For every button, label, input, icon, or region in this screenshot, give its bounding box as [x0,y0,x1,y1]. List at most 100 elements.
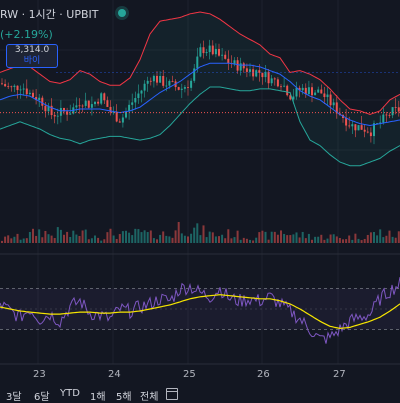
candle-body [94,101,96,105]
volume-bar [289,235,292,243]
volume-bars [1,221,400,243]
candle-body [298,87,301,91]
candle-body [140,90,143,94]
volume-bar [242,237,245,243]
candle-body [149,80,152,82]
candle-body [78,105,81,107]
candle-body [357,125,360,131]
volume-bar [335,236,338,243]
volume-bar [10,238,13,243]
symbol-title[interactable]: RW · 1시간 · UPBIT [0,8,99,21]
volume-bar [196,223,199,243]
candle-body [183,87,186,89]
candle-body [391,107,394,116]
candle-body [171,80,174,82]
volume-bar [345,239,348,243]
buy-button[interactable]: 3,314.0 바이 [6,44,58,68]
volume-bar [320,234,323,243]
candle-body [112,112,115,113]
volume-bar [373,231,375,243]
volume-bar [168,236,171,243]
volume-bar [16,233,19,243]
candle-body [118,121,121,123]
volume-bar [32,228,34,243]
volume-bar [28,231,31,243]
candle-body [4,84,7,87]
timeframe-5y[interactable]: 5해 [116,392,132,403]
volume-bar [261,230,264,243]
candle-body [379,122,382,124]
volume-bar [146,232,149,243]
candle-body [7,86,10,88]
volume-bar [314,236,317,243]
candle-body [196,56,199,69]
candle-body [193,68,196,81]
volume-bar [351,239,354,243]
candle-body [382,114,385,123]
volume-bar [131,235,134,243]
candle-body [369,132,372,137]
volume-bar [152,238,155,243]
volume-bar [379,229,382,243]
candle-body [41,97,44,106]
volume-bar [273,231,276,243]
volume-bar [78,235,81,243]
timeframe-all[interactable]: 전체 [140,392,159,403]
volume-bar [69,236,72,243]
volume-bar [394,237,397,243]
candle-body [84,100,87,106]
candle-body [239,63,242,71]
volume-bar [264,231,267,243]
candle-body [87,100,90,108]
candle-body [276,79,279,87]
volume-bar [230,238,233,243]
calendar-icon[interactable] [166,388,178,400]
candle-body [211,45,214,55]
candle-body [69,113,72,115]
rsi-ma-line [0,294,400,330]
volume-bar [354,233,357,243]
candle-body [100,93,103,104]
candle-body [317,89,320,93]
volume-bar [63,234,65,243]
volume-bar [177,221,180,243]
candle-body [351,124,354,127]
candle-body [38,97,41,101]
candle-body [373,123,375,137]
candle-body [109,106,112,113]
candle-body [128,104,131,112]
volume-bar [202,225,205,243]
volume-bar [193,227,196,243]
volume-bar [22,238,25,243]
candle-body [329,94,332,106]
timeframe-3m[interactable]: 3달 [6,392,22,403]
volume-bar [118,234,121,243]
candle-body [202,47,205,54]
candle-body [156,75,158,83]
candle-body [326,94,329,98]
candle-body [348,125,351,127]
volume-bar [295,232,298,243]
volume-bar [94,235,96,243]
volume-bar [348,235,351,243]
volume-bar [329,234,332,243]
time-axis-label: 23 [33,369,46,380]
volume-bar [134,228,137,243]
candle-body [301,87,304,91]
volume-bar [103,239,106,243]
volume-bar [376,235,379,243]
timeframe-ytd[interactable]: YTD [60,388,80,399]
volume-bar [140,232,143,243]
volume-bar [245,238,248,243]
volume-bar [301,231,304,243]
candle-body [397,107,400,112]
volume-bar [397,231,400,243]
timeframe-6m[interactable]: 6달 [34,392,50,403]
volume-bar [183,235,186,243]
timeframe-1y[interactable]: 1해 [90,392,106,403]
candle-body [106,100,109,107]
candle-body [332,102,335,106]
volume-bar [115,238,118,243]
volume-bar [7,235,10,243]
